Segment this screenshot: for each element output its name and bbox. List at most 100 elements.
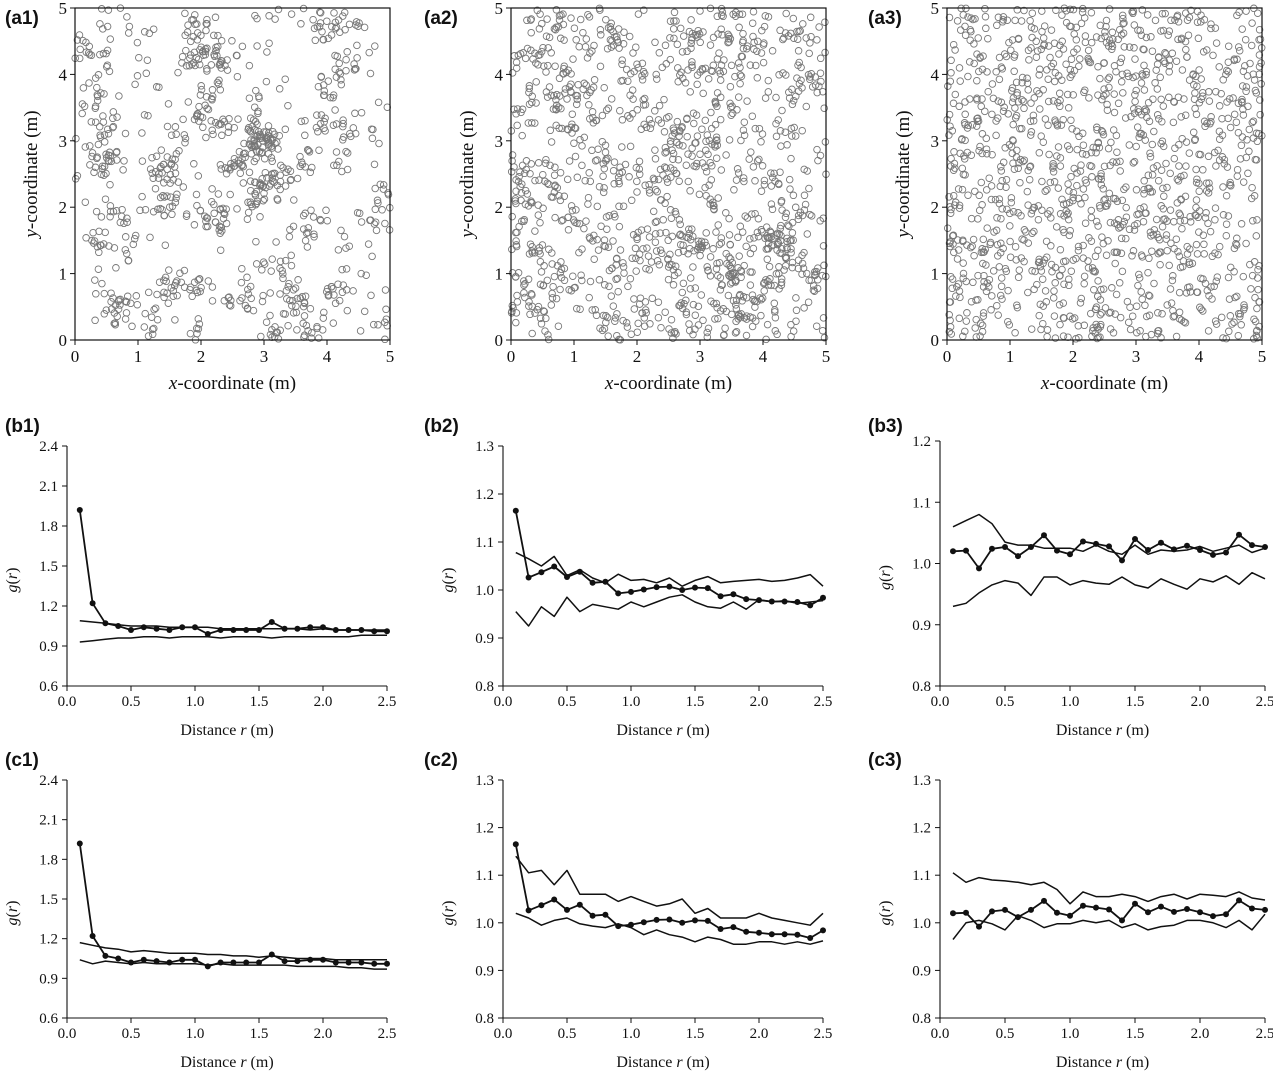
scatter-point xyxy=(632,267,640,275)
scatter-point xyxy=(585,293,593,302)
scatter-point xyxy=(983,224,991,232)
scatter-point xyxy=(1066,226,1074,235)
x-tick-label: 2.0 xyxy=(1191,694,1210,710)
scatter-point xyxy=(275,85,284,93)
scatter-point xyxy=(770,299,779,308)
scatter-point xyxy=(1185,13,1194,22)
scatter-point xyxy=(100,310,109,318)
scatter-point xyxy=(1060,280,1068,288)
scatter-point xyxy=(528,98,536,107)
scatter-point xyxy=(596,324,604,332)
scatter-point xyxy=(794,47,803,55)
x-axis-title-unit: (m) xyxy=(1122,722,1149,739)
scatter-point xyxy=(1051,279,1059,287)
x-axis-title-unit: (m) xyxy=(683,1054,710,1071)
scatter-point xyxy=(749,163,758,171)
scatter-point xyxy=(732,176,741,184)
scatter-point xyxy=(1156,260,1164,269)
y-tick-label: 0 xyxy=(495,331,504,350)
scatter-point xyxy=(671,262,680,271)
scatter-point xyxy=(182,212,191,220)
scatter-point xyxy=(1249,117,1258,125)
x-tick-label: 1 xyxy=(134,347,143,366)
scatter-point xyxy=(512,58,521,67)
scatter-point xyxy=(567,70,575,78)
scatter-point xyxy=(345,20,354,29)
scatter-point xyxy=(261,168,270,177)
scatter-point xyxy=(370,160,379,169)
scatter-point xyxy=(1080,88,1088,97)
scatter-point xyxy=(1025,56,1033,64)
scatter-point xyxy=(1099,239,1108,248)
scatter-point xyxy=(798,126,806,135)
x-axis-title-text: Distance xyxy=(180,1054,240,1071)
scatter-point xyxy=(1024,239,1033,247)
scatter-point xyxy=(140,323,149,331)
scatter-point xyxy=(732,301,740,309)
scatter-point xyxy=(96,131,104,139)
scatter-point xyxy=(975,206,984,215)
scatter-point xyxy=(309,15,317,24)
scatter-point xyxy=(1057,121,1066,129)
scatter-point xyxy=(1026,162,1035,171)
scatter-point xyxy=(662,60,671,68)
scatter-point xyxy=(549,282,557,291)
scatter-point xyxy=(947,162,955,170)
scatter-point xyxy=(174,68,182,77)
scatter-point xyxy=(600,281,609,289)
scatter-point xyxy=(575,248,583,257)
scatter-point xyxy=(1111,194,1119,203)
scatter-point xyxy=(1170,97,1178,106)
scatter-point xyxy=(276,177,285,186)
x-tick-label: 2.5 xyxy=(1256,1026,1273,1042)
scatter-point xyxy=(1117,249,1126,258)
scatter-point xyxy=(528,92,536,101)
data-point xyxy=(807,602,814,609)
scatter-point xyxy=(789,96,798,105)
y-tick-label: 4 xyxy=(59,65,68,84)
scatter-point xyxy=(641,181,649,190)
y-tick-label: 0.9 xyxy=(39,971,58,987)
scatter-point xyxy=(526,310,534,319)
scatter-point xyxy=(1027,128,1036,136)
scatter-point xyxy=(531,249,539,257)
scatter-point xyxy=(990,228,998,236)
scatter-point xyxy=(135,53,143,62)
scatter-point xyxy=(160,211,168,220)
scatter-point xyxy=(584,10,592,19)
scatter-point xyxy=(106,207,115,216)
scatter-point xyxy=(1039,34,1048,42)
scatter-point xyxy=(975,67,983,76)
scatter-point xyxy=(523,190,532,198)
scatter-point xyxy=(1028,9,1037,17)
scatter-point xyxy=(1099,92,1108,100)
scatter-point xyxy=(276,326,284,335)
scatter-point xyxy=(1130,21,1139,29)
scatter-point xyxy=(1205,291,1213,300)
scatter-point xyxy=(366,216,375,224)
scatter-point xyxy=(104,125,112,134)
scatter-point xyxy=(959,259,967,267)
scatter-point xyxy=(307,206,315,214)
scatter-point xyxy=(324,292,333,300)
scatter-point xyxy=(572,206,580,214)
scatter-point xyxy=(547,138,556,146)
scatter-point xyxy=(1099,130,1108,139)
data-point xyxy=(204,631,211,637)
scatter-point xyxy=(709,198,717,207)
scatter-point xyxy=(734,169,743,177)
panel-label-c3: (c3) xyxy=(868,750,902,771)
scatter-point xyxy=(707,108,715,117)
scatter-point xyxy=(988,150,996,159)
scatter-point xyxy=(1239,105,1247,114)
scatter-point xyxy=(1102,22,1110,31)
scatter-point xyxy=(950,248,958,257)
scatter-point xyxy=(259,258,268,266)
scatter-point xyxy=(538,19,546,28)
scatter-point xyxy=(1109,126,1118,134)
scatter-point xyxy=(624,112,632,120)
data-point xyxy=(1197,909,1203,916)
scatter-point xyxy=(800,248,808,257)
scatter-point xyxy=(1146,149,1154,157)
scatter-point xyxy=(1182,162,1190,170)
